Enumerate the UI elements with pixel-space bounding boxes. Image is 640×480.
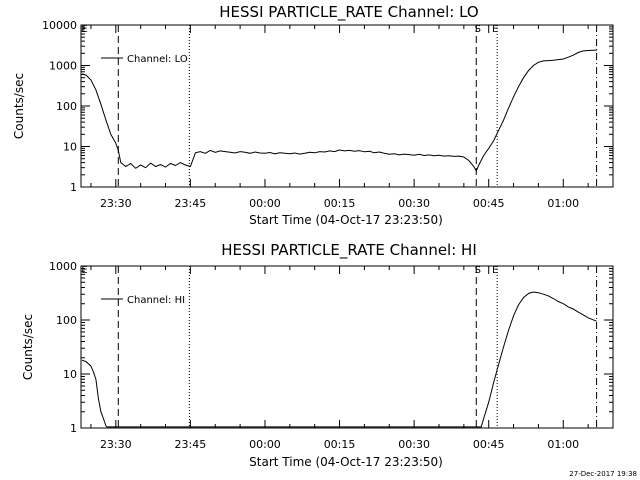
bottom-interval-label: E	[492, 265, 498, 276]
bottom-interval-label: S	[475, 265, 481, 276]
bottom-series-line	[81, 291, 597, 428]
top-x-tick-label: 23:30	[100, 197, 132, 210]
top-x-tick-label: 23:45	[175, 197, 207, 210]
bottom-y-ticks: 1 10 100 1000	[49, 260, 613, 435]
bottom-x-tick-label: 23:45	[175, 438, 207, 451]
bottom-y-tick-label: 1000	[49, 260, 77, 273]
bottom-y-axis-label: Counts/sec	[21, 314, 35, 380]
top-panel: HESSI PARTICLE_RATE Channel: LO 23:30 23:…	[12, 3, 614, 227]
top-x-tick-label: 00:30	[398, 197, 430, 210]
top-y-tick-label: 1000	[49, 60, 77, 73]
bottom-plot-frame	[80, 265, 614, 429]
bottom-y-tick-label: 100	[56, 314, 77, 327]
bottom-legend-label: Channel: HI	[127, 295, 185, 306]
bottom-chart-title: HESSI PARTICLE_RATE Channel: HI	[221, 241, 477, 260]
top-interval-label: S	[475, 24, 481, 35]
bottom-x-tick-label: 00:30	[398, 438, 430, 451]
bottom-y-tick-label: 1	[70, 422, 77, 435]
bottom-x-tick-label: 01:00	[547, 438, 579, 451]
top-x-ticks: 23:30 23:45 00:00 00:15 00:30 00:45 01:00	[90, 25, 589, 210]
top-x-axis-label: Start Time (04-Oct-17 23:23:50)	[249, 213, 443, 227]
bottom-x-tick-label: 00:45	[473, 438, 505, 451]
bottom-x-tick-label: 23:30	[100, 438, 132, 451]
top-y-tick-label: 10000	[42, 19, 77, 32]
top-x-tick-label: 00:00	[249, 197, 281, 210]
top-series-line	[81, 49, 597, 173]
top-interval-label: E	[81, 24, 87, 35]
top-chart-title: HESSI PARTICLE_RATE Channel: LO	[219, 3, 478, 22]
bottom-x-ticks: 23:30 23:45 00:00 00:15 00:30 00:45 01:00	[90, 266, 589, 451]
top-x-tick-label: 00:45	[473, 197, 505, 210]
top-y-axis-label: Counts/sec	[12, 73, 26, 139]
bottom-x-tick-label: 00:15	[324, 438, 356, 451]
top-y-tick-label: 1	[70, 181, 77, 194]
top-interval-label: E	[492, 24, 498, 35]
bottom-interval-label: E	[81, 265, 87, 276]
top-y-tick-label: 100	[56, 100, 77, 113]
bottom-panel: HESSI PARTICLE_RATE Channel: HI 23:30 23:…	[21, 241, 614, 469]
top-y-tick-label: 10	[63, 141, 77, 154]
bottom-y-tick-label: 10	[63, 368, 77, 381]
top-y-ticks: 1 10 100 1000 10000	[42, 19, 613, 194]
top-x-tick-label: 01:00	[547, 197, 579, 210]
footer-date: 27-Dec-2017 19:38	[569, 470, 637, 478]
bottom-x-tick-label: 00:00	[249, 438, 281, 451]
bottom-time-markers	[117, 266, 598, 428]
top-x-tick-label: 00:15	[324, 197, 356, 210]
top-time-markers	[117, 25, 598, 187]
top-legend-label: Channel: LO	[127, 54, 188, 65]
bottom-x-axis-label: Start Time (04-Oct-17 23:23:50)	[249, 455, 443, 469]
top-plot-frame	[80, 24, 614, 188]
